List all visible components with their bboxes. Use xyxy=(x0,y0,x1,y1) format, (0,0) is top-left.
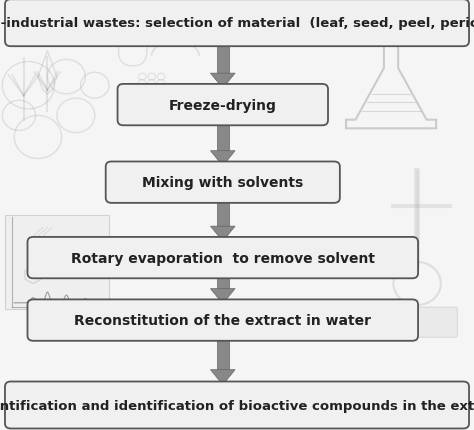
Text: Reconstitution of the extract in water: Reconstitution of the extract in water xyxy=(74,313,371,327)
FancyBboxPatch shape xyxy=(386,307,457,338)
Text: Mixing with solvents: Mixing with solvents xyxy=(142,176,303,190)
FancyBboxPatch shape xyxy=(5,215,109,310)
Polygon shape xyxy=(210,227,235,242)
Text: Agro-industrial wastes: selection of material  (leaf, seed, peel, pericarp): Agro-industrial wastes: selection of mat… xyxy=(0,17,474,30)
Text: Rotary evaporation  to remove solvent: Rotary evaporation to remove solvent xyxy=(71,251,375,265)
Bar xyxy=(217,199,228,227)
FancyBboxPatch shape xyxy=(5,0,469,47)
Polygon shape xyxy=(210,370,235,385)
Bar xyxy=(217,121,228,151)
FancyBboxPatch shape xyxy=(5,382,469,428)
Polygon shape xyxy=(210,151,235,166)
Polygon shape xyxy=(210,289,235,304)
FancyBboxPatch shape xyxy=(118,85,328,126)
Bar xyxy=(217,44,228,74)
FancyBboxPatch shape xyxy=(27,300,418,341)
FancyBboxPatch shape xyxy=(106,162,340,203)
Text: Freeze-drying: Freeze-drying xyxy=(169,98,277,112)
Text: Quantification and identification of bioactive compounds in the extract: Quantification and identification of bio… xyxy=(0,399,474,412)
Polygon shape xyxy=(210,74,235,89)
Bar xyxy=(217,274,228,289)
Bar xyxy=(217,336,228,370)
FancyBboxPatch shape xyxy=(27,237,418,279)
